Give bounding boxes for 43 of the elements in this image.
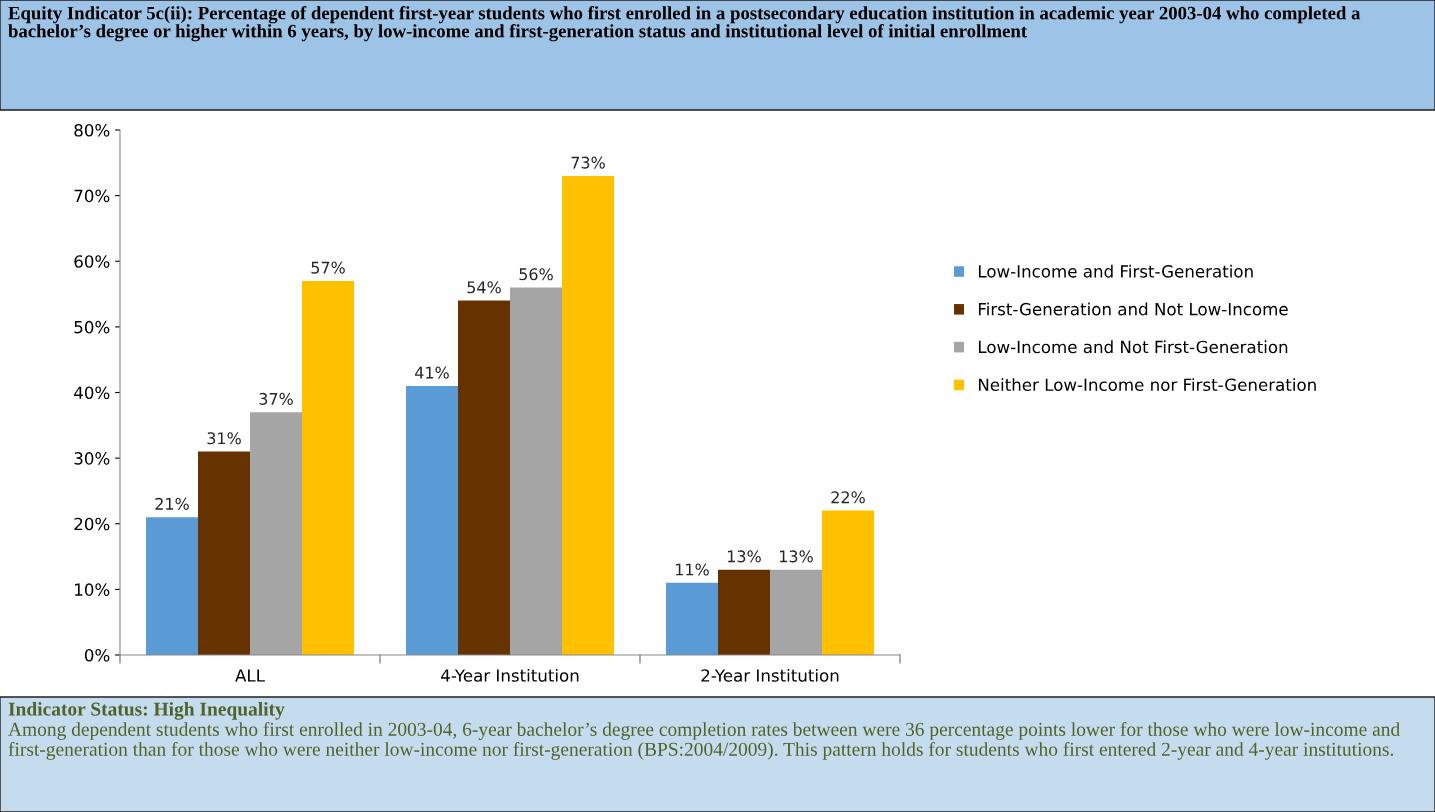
text: Among dependent students who first enrolled in 2003-04, 6-year bachelor’s degree completion rates between were 36 percentage points lower for those who were low-income and first-generation than for those who were neither low-income nor first-generation (BPS:2004/2009). This pattern holds for students who first entered 2-year and 4-year institutions.: [8, 722, 1400, 760]
y-tick-label: 30%: [74, 452, 110, 465]
data-label: 13%: [728, 550, 761, 563]
y-tick-label: 70%: [74, 189, 110, 203]
data-label: 22%: [831, 491, 865, 504]
bar: [718, 569, 770, 655]
legend-label: Low-Income and Not First-Generation: [978, 340, 1288, 354]
data-label: 54%: [467, 281, 501, 294]
bar: [458, 300, 510, 655]
data-label: 21%: [155, 497, 189, 510]
bar: [510, 287, 562, 655]
bar: [250, 412, 302, 655]
legend-label: First-Generation and Not Low-Income: [978, 302, 1288, 316]
y-tick-label: 10%: [75, 583, 110, 596]
text: Indicator Status: High Inequality: [8, 702, 285, 720]
legend-label: Low-Income and First-Generation: [978, 264, 1253, 278]
bar: [822, 510, 874, 655]
bar: [770, 569, 822, 655]
data-label: 41%: [415, 366, 449, 379]
data-label: 13%: [780, 550, 813, 563]
legend-label: Neither Low-Income nor First-Generation: [978, 378, 1316, 392]
data-label: 11%: [676, 563, 709, 576]
bar: [562, 175, 614, 655]
data-label: 31%: [207, 432, 241, 445]
x-tick-label: 2-Year Institution: [701, 668, 839, 682]
data-label: 56%: [519, 268, 553, 281]
bar: [302, 280, 354, 655]
x-tick-label: 4-Year Institution: [441, 668, 579, 682]
y-tick-label: 20%: [74, 517, 110, 531]
bar: [146, 517, 198, 655]
chart-title: Equity Indicator 5c(ii): Percentage of dependent first-year students who first enrolled in a postsecondary education institution in academic year 2003-04 who completed a bachelor’s degree or higher within 6 years, by low-income and first-generation status and institutional level of initial enrollment: [8, 6, 1361, 42]
y-tick-label: 40%: [74, 386, 110, 400]
data-label: 37%: [259, 392, 293, 405]
bar: [406, 385, 458, 655]
y-tick-label: 80%: [74, 123, 110, 137]
y-tick-label: 0%: [84, 648, 110, 662]
data-label: 73%: [571, 156, 605, 169]
bar: [666, 582, 718, 655]
bar: [198, 451, 250, 655]
y-tick-label: 60%: [74, 255, 110, 268]
data-label: 57%: [311, 261, 345, 274]
y-tick-label: 50%: [74, 320, 110, 334]
x-tick-label: ALL: [235, 669, 265, 682]
